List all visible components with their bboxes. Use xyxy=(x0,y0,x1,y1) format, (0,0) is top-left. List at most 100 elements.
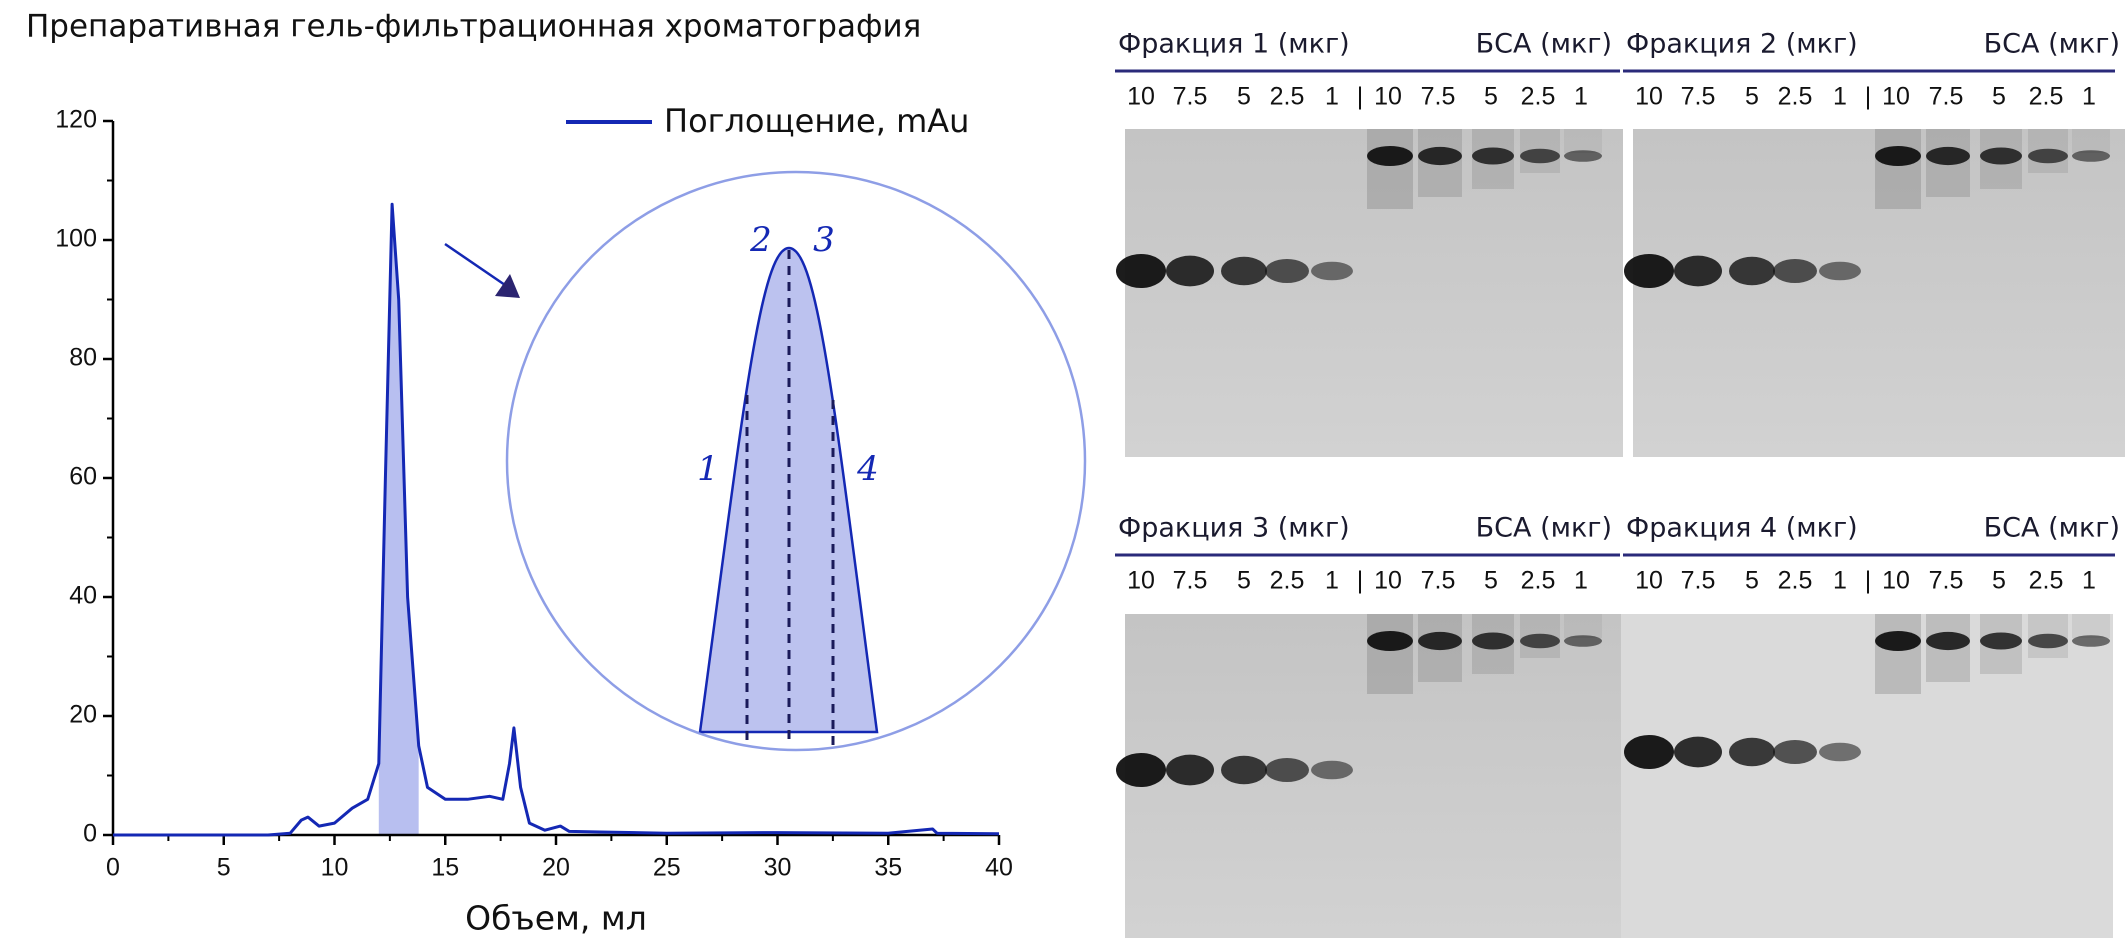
band xyxy=(1520,633,1560,649)
lane-label: 2.5 xyxy=(1270,567,1305,595)
x-tick-label: 5 xyxy=(217,854,231,882)
fraction-header: Фракция 4 (мкг) xyxy=(1626,513,1858,544)
bsa-smear xyxy=(1875,614,1921,694)
lane-label: | xyxy=(1357,83,1364,111)
band xyxy=(2028,633,2068,649)
y-tick-label: 100 xyxy=(55,225,97,253)
lane-label: 10 xyxy=(1127,83,1155,111)
bsa-smear xyxy=(1367,614,1413,694)
lane-label: 5 xyxy=(1992,83,2006,111)
band xyxy=(1166,255,1214,287)
band xyxy=(1472,632,1514,650)
fraction-number: 1 xyxy=(697,449,719,489)
lane-label: 10 xyxy=(1635,83,1663,111)
bsa-smear xyxy=(1564,129,1602,153)
lane-label: 1 xyxy=(1833,567,1847,595)
lane-label: 10 xyxy=(1374,83,1402,111)
band xyxy=(1221,256,1267,286)
lane-label: 1 xyxy=(1574,83,1588,111)
y-tick-label: 80 xyxy=(69,344,97,372)
band xyxy=(2072,635,2110,647)
lane-label: 1 xyxy=(2082,83,2096,111)
lane-label: 5 xyxy=(1745,83,1759,111)
lane-label: 2.5 xyxy=(2029,567,2064,595)
lane-label: 10 xyxy=(1127,567,1155,595)
bsa-smear xyxy=(2072,129,2110,153)
band xyxy=(1418,631,1462,651)
band xyxy=(1166,754,1214,786)
lane-label: 10 xyxy=(1374,567,1402,595)
band xyxy=(1729,256,1775,286)
band xyxy=(1221,755,1267,785)
fraction-number: 3 xyxy=(813,220,835,260)
band xyxy=(1773,739,1817,765)
lane-label: 2.5 xyxy=(1521,567,1556,595)
lane-label: | xyxy=(1865,83,1872,111)
band xyxy=(1624,254,1674,288)
legend-label: Поглощение, mAu xyxy=(664,102,969,140)
band xyxy=(1472,147,1514,165)
gel-image xyxy=(1621,614,2113,938)
band xyxy=(1980,632,2022,650)
line xyxy=(113,202,1000,837)
y-tick-label: 0 xyxy=(83,820,97,848)
band xyxy=(1116,753,1166,787)
gel-image xyxy=(1633,129,2125,457)
band xyxy=(1116,254,1166,288)
band xyxy=(1624,735,1674,769)
y-tick-label: 60 xyxy=(69,463,97,491)
lane-label: 1 xyxy=(1325,567,1339,595)
fraction-number: 4 xyxy=(856,449,879,489)
lane-label: 2.5 xyxy=(1521,83,1556,111)
band xyxy=(1926,631,1970,651)
band xyxy=(2028,148,2068,164)
lane-label: 10 xyxy=(1882,83,1910,111)
lane-label: 5 xyxy=(1237,83,1251,111)
band xyxy=(1819,261,1861,281)
lane-label: 1 xyxy=(1574,567,1588,595)
lane-label: 5 xyxy=(1484,567,1498,595)
lane-label: 2.5 xyxy=(1270,83,1305,111)
band xyxy=(1564,150,1602,162)
x-tick-label: 25 xyxy=(653,854,681,882)
arrow-head xyxy=(495,274,520,298)
y-tick-label: 120 xyxy=(55,106,97,134)
x-tick-label: 20 xyxy=(542,854,570,882)
band xyxy=(1729,737,1775,767)
bsa-header: БСА (мкг) xyxy=(1984,513,2120,544)
lane-label: 7.5 xyxy=(1929,83,1964,111)
lane-label: 5 xyxy=(1484,83,1498,111)
x-tick-label: 40 xyxy=(985,854,1013,882)
lane-label: 1 xyxy=(2082,567,2096,595)
band xyxy=(1819,742,1861,762)
band xyxy=(1926,146,1970,166)
zoom-peak xyxy=(698,246,879,745)
lane-label: | xyxy=(1865,567,1872,595)
lane-label: 5 xyxy=(1745,567,1759,595)
x-axis-label: Объем, мл xyxy=(465,899,647,938)
band xyxy=(1564,635,1602,647)
chart-title: Препаративная гель-фильтрационная хромат… xyxy=(26,9,921,45)
band xyxy=(1265,258,1309,284)
lane-label: | xyxy=(1357,567,1364,595)
lane-label: 5 xyxy=(1992,567,2006,595)
bsa-smear xyxy=(1367,129,1413,209)
x-tick-label: 0 xyxy=(106,854,120,882)
lane-label: 5 xyxy=(1237,567,1251,595)
lane-label: 10 xyxy=(1635,567,1663,595)
band xyxy=(1367,631,1413,651)
bsa-smear xyxy=(1564,614,1602,638)
band xyxy=(1875,146,1921,166)
band xyxy=(2072,150,2110,162)
band xyxy=(1311,261,1353,281)
bsa-header: БСА (мкг) xyxy=(1476,29,1612,60)
band xyxy=(1875,631,1921,651)
bsa-header: БСА (мкг) xyxy=(1476,513,1612,544)
lane-label: 7.5 xyxy=(1421,567,1456,595)
arrow xyxy=(444,242,506,287)
lane-label: 1 xyxy=(1833,83,1847,111)
lane-label: 10 xyxy=(1882,567,1910,595)
lane-label: 7.5 xyxy=(1173,567,1208,595)
band xyxy=(1311,760,1353,780)
